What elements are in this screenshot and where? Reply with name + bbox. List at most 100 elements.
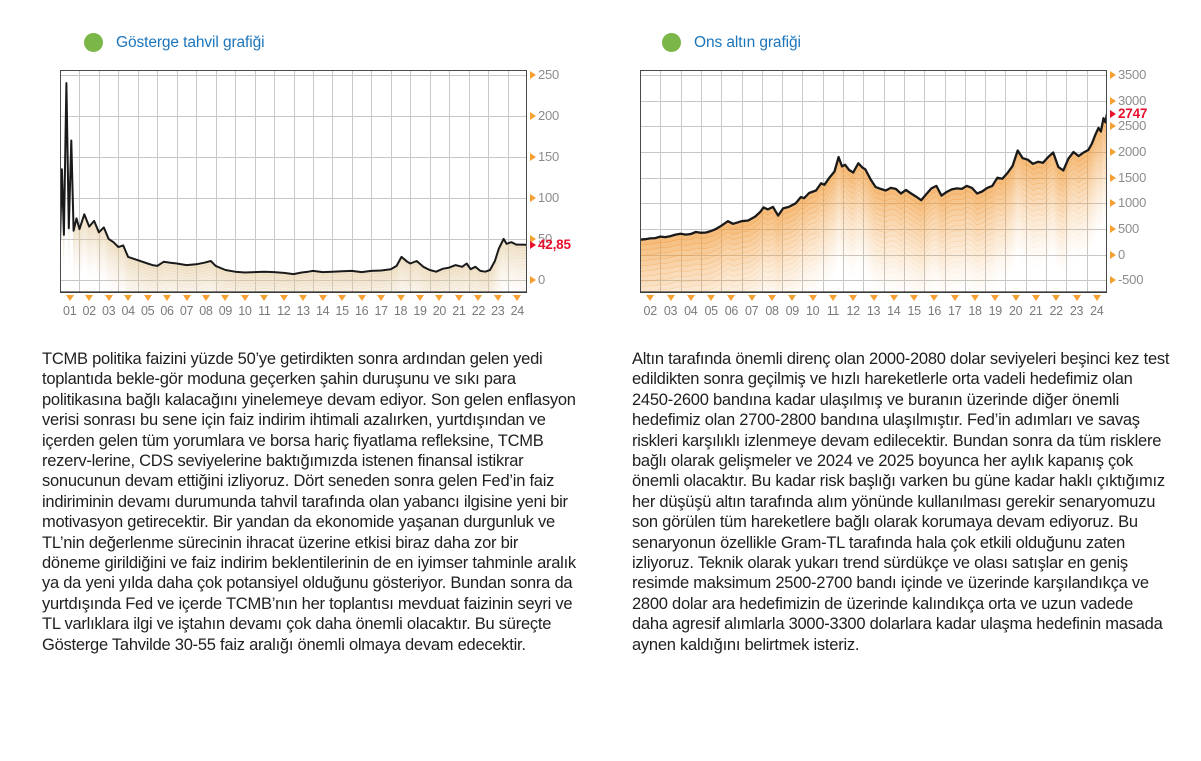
y-tick-label: -500 [1110,273,1143,287]
down-triangle-icon [201,295,210,301]
right-arrow-icon [1110,199,1116,208]
x-tick-label: 19 [407,295,433,320]
x-tick-label: 01 [57,295,83,320]
down-triangle-icon [686,295,695,301]
x-tick-label: 20 [1003,295,1029,320]
down-triangle-icon [65,295,74,301]
down-triangle-icon [646,295,655,301]
bond-article-text: TCMB politika faizini yüzde 50’ye getird… [42,350,576,654]
down-triangle-icon [221,295,230,301]
x-tick-label: 10 [800,295,826,320]
x-tick-label: 24 [1084,295,1110,320]
y-tick-label: 2500 [1110,119,1146,133]
right-arrow-icon [530,275,536,284]
x-tick-label: 22 [1043,295,1069,320]
down-triangle-icon [416,295,424,301]
down-triangle-icon [1072,295,1081,301]
gold-x-axis-labels: 02 03 04 05 06 07 08 09 10 11 12 13 14 15 16 17 18 19 20 21… [640,295,1107,321]
down-triangle-icon [377,295,386,301]
x-tick-label: 08 [193,295,219,320]
x-tick-label: 12 [271,295,297,320]
down-triangle-icon [788,295,797,301]
current-value-label: 42,85 [530,237,571,252]
x-tick-label: 02 [637,295,663,320]
down-triangle-icon [240,295,249,301]
x-tick-label: 20 [426,295,452,320]
down-triangle-icon [454,295,463,301]
down-triangle-icon [666,295,675,301]
down-triangle-icon [279,295,288,301]
x-tick-label: 19 [982,295,1008,320]
x-tick-label: 24 [504,295,530,320]
y-tick-label: 1000 [1110,196,1146,210]
right-arrow-icon [1110,250,1116,259]
bond-chart-title: Gösterge tahvil grafiği [116,33,265,51]
y-tick-label: 150 [530,149,559,164]
x-tick-label: 03 [96,295,122,320]
right-arrow-icon [530,234,536,243]
down-triangle-icon [930,295,939,301]
down-triangle-icon [950,295,959,301]
x-tick-label: 05 [698,295,724,320]
down-triangle-icon [493,295,502,301]
down-triangle-icon [357,295,366,301]
x-tick-label: 18 [962,295,988,320]
x-tick-label: 18 [388,295,414,320]
y-tick-label: 50 [530,231,552,246]
y-tick-label: 200 [530,108,559,123]
right-arrow-icon [530,111,536,120]
y-tick-label: 100 [530,190,559,205]
down-triangle-icon [727,295,736,301]
x-tick-label: 23 [1064,295,1090,320]
x-tick-label: 11 [820,295,846,320]
down-triangle-icon [143,295,152,301]
x-tick-label: 21 [446,295,472,320]
down-triangle-icon [849,295,858,301]
x-tick-label: 12 [840,295,866,320]
right-arrow-icon [1110,122,1116,131]
down-triangle-icon [1052,295,1061,301]
down-triangle-icon [869,295,878,301]
gold-chart-title: Ons altın grafiği [694,33,801,51]
current-value-label: 2747 [1110,106,1147,121]
down-triangle-icon [163,295,171,301]
x-tick-label: 17 [368,295,394,320]
down-triangle-icon [991,295,1000,301]
x-tick-label: 06 [718,295,744,320]
y-tick-label: 500 [1110,221,1139,236]
down-triangle-icon [318,295,327,301]
down-triangle-icon [513,295,522,301]
down-triangle-icon [182,295,191,301]
bond-chart [60,70,527,293]
down-triangle-icon [1092,295,1101,301]
right-arrow-icon [1110,173,1116,182]
down-triangle-icon [1031,295,1040,301]
x-tick-label: 13 [861,295,887,320]
x-tick-label: 02 [76,295,102,320]
y-tick-label: 3500 [1110,68,1146,82]
x-tick-label: 15 [901,295,927,320]
x-tick-label: 03 [658,295,684,320]
down-triangle-icon [768,295,776,301]
legend-bullet-icon [84,33,103,52]
bond-plot-svg [60,70,527,293]
right-arrow-icon [1110,96,1116,105]
x-tick-label: 11 [251,295,277,320]
right-arrow-icon [1110,71,1116,80]
bond-x-axis-labels: 01 02 03 04 05 06 07 08 09 10 11 12 13 14 15 16 17 18 19 20… [60,295,527,321]
x-tick-label: 21 [1023,295,1049,320]
x-tick-label: 04 [678,295,704,320]
right-arrow-icon [1110,109,1116,118]
bond-y-axis-labels: 250 200 150 100 50 0 42,85 [527,67,597,293]
down-triangle-icon [971,295,979,301]
gold-y-axis-labels: 3500 3000 2500 2000 1500 1000 500 0 -500 2747 [1107,68,1177,293]
down-triangle-icon [85,295,94,301]
x-tick-label: 14 [881,295,907,320]
down-triangle-icon [808,295,817,301]
down-triangle-icon [435,295,444,301]
down-triangle-icon [910,295,919,301]
legend-bullet-icon [662,33,681,52]
x-tick-label: 14 [310,295,336,320]
right-arrow-icon [1110,224,1116,233]
